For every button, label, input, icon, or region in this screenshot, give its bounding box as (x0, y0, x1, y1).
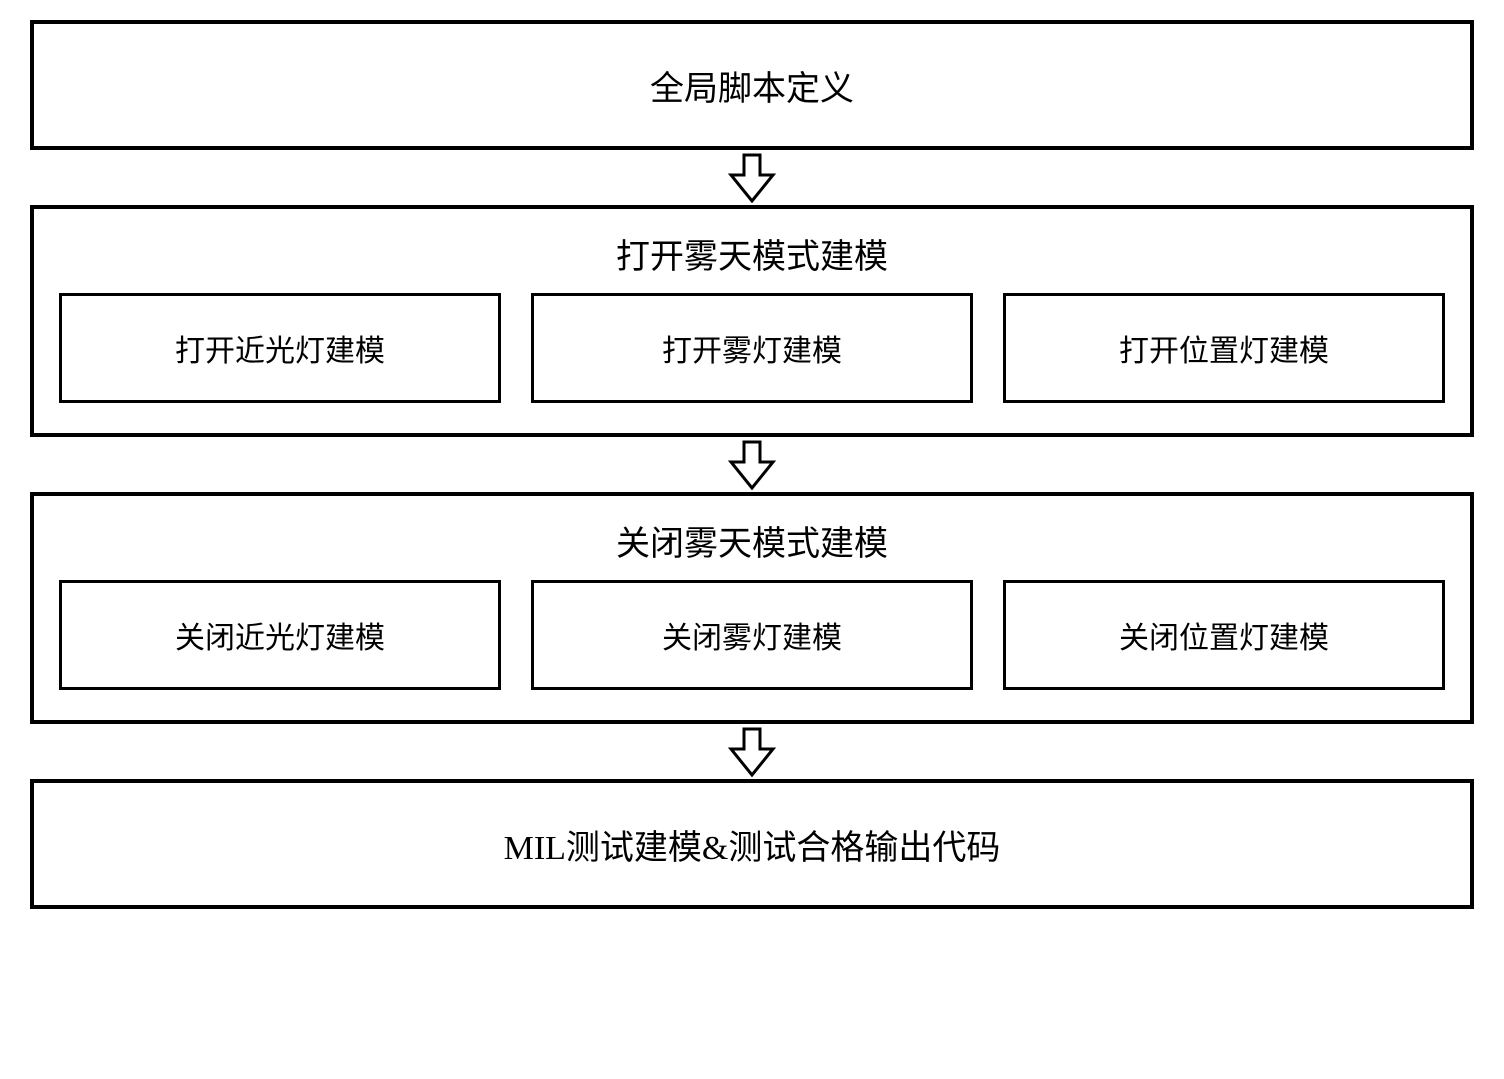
arrow-connector (727, 724, 777, 779)
node-label: MIL测试建模&测试合格输出代码 (504, 820, 1001, 869)
node-label: 全局脚本定义 (650, 61, 854, 110)
sub-node-open-position: 打开位置灯建模 (1003, 293, 1445, 403)
sub-node-close-position: 关闭位置灯建模 (1003, 580, 1445, 690)
sub-node-open-lowbeam: 打开近光灯建模 (59, 293, 501, 403)
down-arrow-icon (727, 153, 777, 203)
sub-node-label: 打开近光灯建模 (175, 326, 385, 370)
sub-node-label: 关闭雾灯建模 (662, 613, 842, 657)
sub-node-label: 打开雾灯建模 (662, 326, 842, 370)
node-title: 打开雾天模式建模 (616, 229, 888, 278)
node-global-script-def: 全局脚本定义 (30, 20, 1474, 150)
sub-node-close-lowbeam: 关闭近光灯建模 (59, 580, 501, 690)
down-arrow-icon (727, 440, 777, 490)
sub-node-row: 打开近光灯建模 打开雾灯建模 打开位置灯建模 (59, 293, 1445, 403)
node-open-fog-mode: 打开雾天模式建模 打开近光灯建模 打开雾灯建模 打开位置灯建模 (30, 205, 1474, 437)
node-title: 关闭雾天模式建模 (616, 516, 888, 565)
node-mil-test-output: MIL测试建模&测试合格输出代码 (30, 779, 1474, 909)
sub-node-label: 打开位置灯建模 (1119, 326, 1329, 370)
down-arrow-icon (727, 727, 777, 777)
sub-node-label: 关闭近光灯建模 (175, 613, 385, 657)
sub-node-open-foglight: 打开雾灯建模 (531, 293, 973, 403)
arrow-connector (727, 150, 777, 205)
sub-node-label: 关闭位置灯建模 (1119, 613, 1329, 657)
flowchart-container: 全局脚本定义 打开雾天模式建模 打开近光灯建模 打开雾灯建模 打开位置灯建模 关… (30, 20, 1474, 909)
sub-node-close-foglight: 关闭雾灯建模 (531, 580, 973, 690)
sub-node-row: 关闭近光灯建模 关闭雾灯建模 关闭位置灯建模 (59, 580, 1445, 690)
arrow-connector (727, 437, 777, 492)
node-close-fog-mode: 关闭雾天模式建模 关闭近光灯建模 关闭雾灯建模 关闭位置灯建模 (30, 492, 1474, 724)
